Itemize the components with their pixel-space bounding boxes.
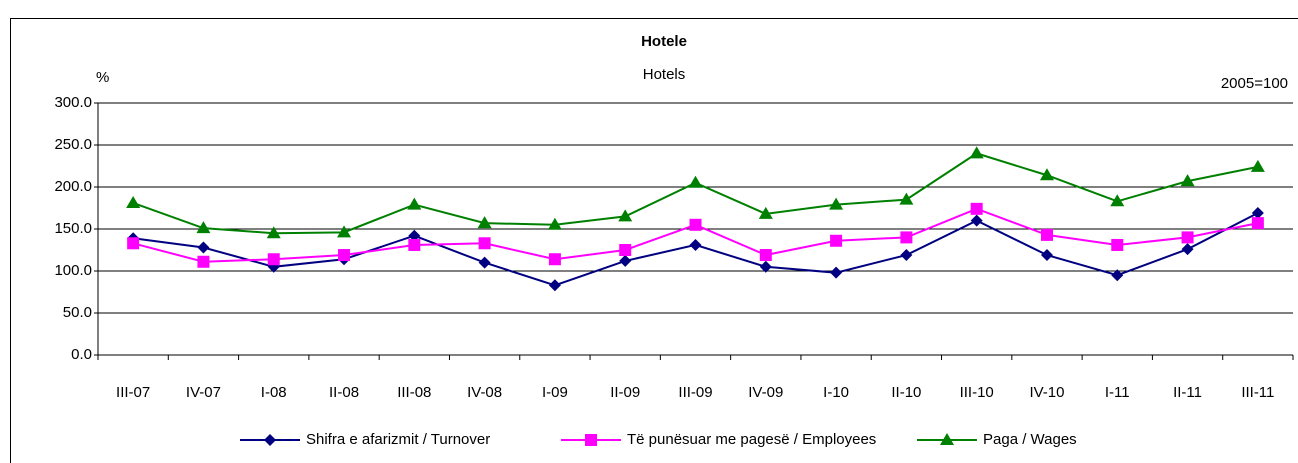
data-point [478,256,491,269]
legend-marker [940,433,954,445]
data-point [1180,174,1195,187]
data-point [970,214,983,227]
data-point [1181,243,1194,256]
data-point [408,238,421,251]
y-tick-label: 150.0 [54,220,92,237]
legend-label: Paga / Wages [983,431,1077,448]
x-tick-label: II-08 [329,384,359,401]
data-point [830,266,843,279]
data-point [829,197,844,210]
data-point [547,217,562,230]
y-tick-label: 200.0 [54,178,92,195]
data-point [126,195,141,208]
chart-title: Hotele [641,33,687,50]
data-point [477,216,492,229]
data-point [759,260,772,273]
data-point [1181,231,1194,244]
data-point [758,206,773,219]
data-point [970,202,983,215]
x-tick-label: II-10 [891,384,921,401]
y-tick-label: 100.0 [54,262,92,279]
y-tick-label: 50.0 [63,304,92,321]
data-point [266,226,281,239]
data-point [337,225,352,238]
x-tick-label: IV-07 [186,384,221,401]
data-point [1251,207,1264,220]
data-point [196,221,211,234]
x-tick-label: III-11 [1241,384,1274,401]
data-point [1251,217,1264,230]
data-point [900,231,913,244]
legend-marker [585,434,597,446]
data-point [619,244,632,256]
data-point [338,249,351,262]
data-point [408,229,421,242]
x-tick-label: I-11 [1105,384,1130,401]
data-point [830,234,843,247]
data-point [1111,238,1124,251]
x-tick-label: III-07 [116,384,150,401]
x-tick-label: IV-09 [748,384,783,401]
data-point [900,249,913,262]
data-point [1039,168,1054,181]
data-point [969,146,984,159]
legend-label: Të punësuar me pagesë / Employees [627,431,876,448]
data-point [197,241,210,254]
x-tick-label: I-10 [823,384,849,401]
data-point [1250,159,1265,172]
y-tick-label: 0.0 [71,346,92,363]
data-point [548,253,561,266]
data-point [407,197,422,210]
x-tick-label: III-09 [678,384,712,401]
data-point [899,192,914,205]
data-point [618,209,633,222]
data-point [548,279,561,292]
data-point [759,249,772,262]
annotation: 2005=100 [1221,75,1288,92]
data-point [1110,194,1125,207]
chart-frame [10,18,1298,463]
legend-label: Shifra e afarizmit / Turnover [306,431,490,448]
x-tick-label: I-08 [261,384,287,401]
y-tick-label: 250.0 [54,136,92,153]
series-line [132,207,1259,263]
data-point [1111,269,1124,282]
data-point [688,175,703,188]
data-point [197,255,210,268]
data-point [689,238,702,251]
data-point [1040,228,1053,241]
data-point [267,253,280,266]
x-tick-label: III-10 [960,384,994,401]
x-tick-label: I-09 [542,384,568,401]
x-tick-label: IV-10 [1029,384,1064,401]
y-axis-label: % [96,69,109,86]
data-point [127,237,140,250]
y-tick-label: 300.0 [54,94,92,111]
data-point [619,254,632,267]
chart-subtitle: Hotels [643,66,686,83]
x-tick-label: IV-08 [467,384,502,401]
legend-marker [264,434,276,446]
x-tick-label: II-09 [610,384,640,401]
data-point [478,237,491,250]
data-point [689,218,702,231]
data-point [1040,249,1053,262]
x-tick-label: III-08 [397,384,431,401]
x-tick-label: II-11 [1173,384,1202,401]
